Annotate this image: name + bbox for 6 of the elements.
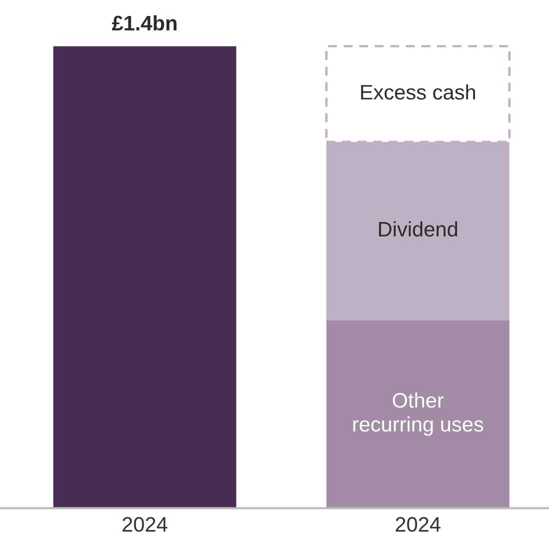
series-label: Excess cash — [361, 84, 476, 100]
data-label: £1.4bn — [112, 15, 176, 31]
x-tick-label: 2024 — [396, 517, 440, 532]
x-tick-label: 2024 — [122, 517, 168, 532]
series-label: Dividend — [379, 221, 458, 237]
series-label: Other recurring uses — [353, 392, 484, 436]
